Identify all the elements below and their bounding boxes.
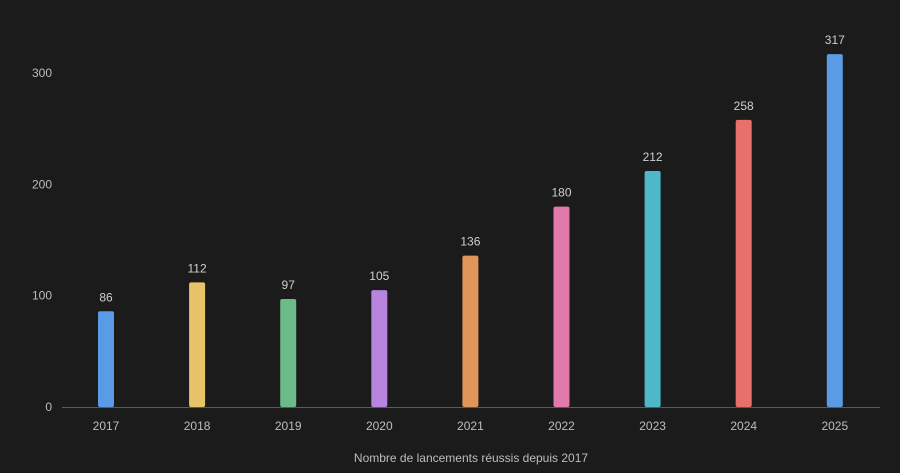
bars-group [98, 54, 843, 407]
bar[interactable] [644, 171, 661, 407]
y-axis: 0 100 200 300 [32, 66, 52, 414]
bar-value-label: 212 [643, 150, 663, 164]
bar-value-label: 112 [188, 261, 207, 275]
bar[interactable] [462, 255, 479, 407]
bar[interactable] [280, 299, 297, 407]
x-tick-label: 2018 [184, 419, 211, 433]
x-axis-title: Nombre de lancements réussis depuis 2017 [354, 451, 588, 465]
y-tick-label: 300 [32, 66, 52, 80]
bar-value-label: 86 [99, 290, 113, 304]
bar-value-label: 136 [460, 235, 480, 249]
bar[interactable] [553, 206, 570, 407]
bar[interactable] [98, 311, 114, 407]
data-labels-group: 86 112 97 105 136 180 212 258 317 [99, 33, 845, 304]
x-tick-label: 2021 [457, 419, 484, 433]
bar-value-label: 317 [825, 33, 845, 47]
y-tick-label: 200 [32, 177, 52, 191]
x-tick-label: 2023 [639, 419, 666, 433]
x-tick-label: 2017 [93, 419, 120, 433]
bar-value-label: 105 [369, 269, 389, 283]
bar-value-label: 180 [551, 186, 571, 200]
bar[interactable] [735, 119, 752, 407]
bar-value-label: 97 [282, 278, 296, 292]
bar[interactable] [189, 282, 206, 407]
x-tick-label: 2024 [730, 419, 757, 433]
bar-value-label: 258 [734, 99, 754, 113]
bar[interactable] [826, 54, 843, 407]
x-tick-label: 2020 [366, 419, 393, 433]
y-tick-label: 100 [32, 289, 52, 303]
x-tick-label: 2019 [275, 419, 302, 433]
x-axis: 2017 2018 2019 2020 2021 2022 2023 2024 2025 [93, 419, 849, 433]
bar[interactable] [371, 290, 388, 407]
x-tick-label: 2025 [821, 419, 848, 433]
y-tick-label: 0 [45, 400, 52, 414]
x-tick-label: 2022 [548, 419, 575, 433]
